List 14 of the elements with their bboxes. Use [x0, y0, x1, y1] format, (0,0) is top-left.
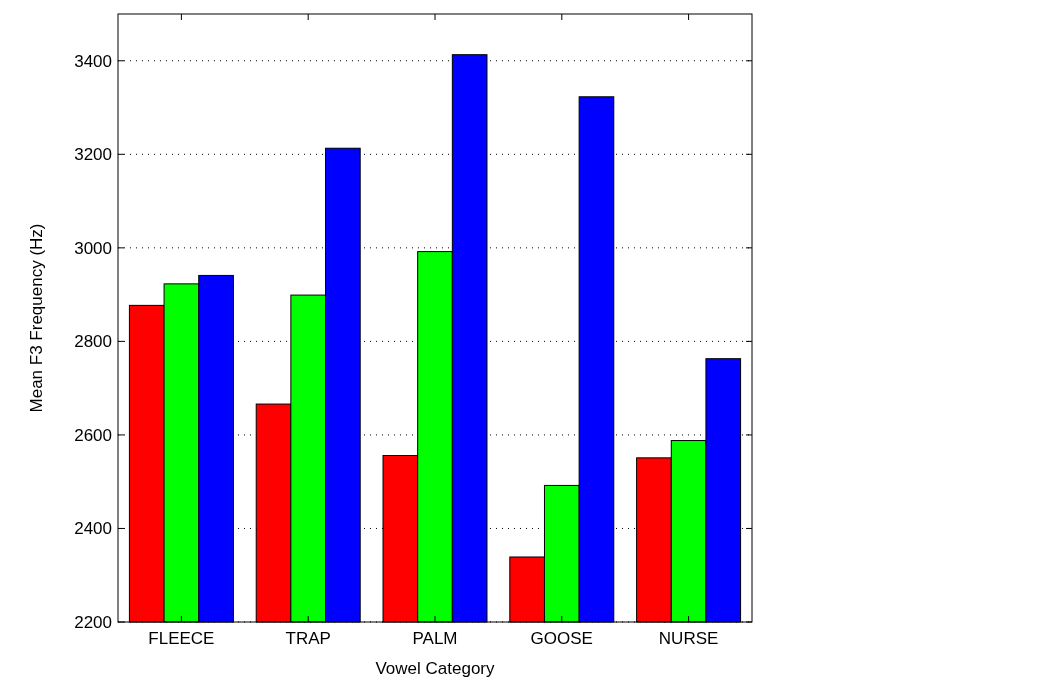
x-tick-label: PALM — [412, 629, 458, 648]
x-tick-label: NURSE — [658, 629, 719, 648]
y-axis-title: Mean F3 Frequency (Hz) — [27, 223, 46, 413]
x-axis-title: Vowel Category — [375, 659, 496, 678]
y-tick-label: 2400 — [74, 519, 112, 539]
y-tick-label: 2200 — [74, 612, 112, 632]
y-tick-label: 3400 — [74, 51, 112, 71]
x-tick-label: TRAP — [285, 629, 331, 648]
y-tick-label: 3000 — [74, 238, 112, 258]
x-tick-label: FLEECE — [148, 629, 215, 648]
x-tick-label: GOOSE — [530, 629, 593, 648]
y-tick-label: 3200 — [74, 145, 112, 165]
y-tick-label: 2800 — [74, 332, 112, 352]
y-tick-label: 2600 — [74, 425, 112, 445]
